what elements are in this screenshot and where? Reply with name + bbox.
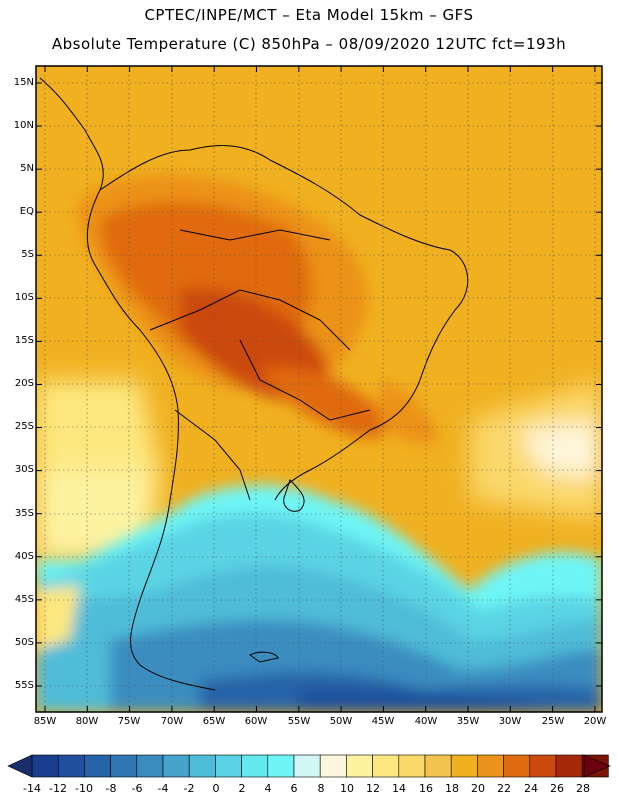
colorbar-label: -14 bbox=[23, 782, 41, 795]
lon-label-20w: 20W bbox=[583, 716, 607, 727]
colorbar-label: 0 bbox=[212, 782, 220, 795]
colorbar-low-arrow bbox=[7, 754, 33, 778]
lon-label-55w: 55W bbox=[287, 716, 311, 727]
colorbar-swatch bbox=[57, 754, 85, 778]
colorbar-swatch bbox=[319, 754, 347, 778]
lat-label-45s: 45S bbox=[14, 594, 34, 605]
colorbar-label: 12 bbox=[366, 782, 380, 795]
lon-label-70w: 70W bbox=[160, 716, 184, 727]
colorbar-swatch bbox=[450, 754, 478, 778]
lon-label-80w: 80W bbox=[75, 716, 99, 727]
colorbar-high-arrow bbox=[583, 754, 611, 778]
lon-label-30w: 30W bbox=[498, 716, 522, 727]
colorbar-label: -4 bbox=[157, 782, 169, 795]
lon-label-75w: 75W bbox=[117, 716, 141, 727]
colorbar-label: 16 bbox=[419, 782, 433, 795]
lon-label-50w: 50W bbox=[329, 716, 353, 727]
lat-label-20s: 20S bbox=[14, 378, 34, 389]
colorbar-swatch bbox=[267, 754, 295, 778]
colorbar-swatch bbox=[372, 754, 400, 778]
colorbar-label: -6 bbox=[131, 782, 143, 795]
colorbar-label: -2 bbox=[183, 782, 195, 795]
colorbar-swatch bbox=[477, 754, 504, 778]
axis-ticks bbox=[36, 66, 602, 712]
colorbar-label: 18 bbox=[445, 782, 459, 795]
colorbar-label: 24 bbox=[524, 782, 538, 795]
lat-label-eq: EQ bbox=[19, 206, 34, 217]
lon-label-25w: 25W bbox=[541, 716, 565, 727]
colorbar-label: 28 bbox=[576, 782, 590, 795]
colorbar-label: 22 bbox=[497, 782, 511, 795]
colorbar-label: 26 bbox=[550, 782, 564, 795]
colorbar-swatch bbox=[503, 754, 531, 778]
colorbar-label: 20 bbox=[471, 782, 485, 795]
lon-label-45w: 45W bbox=[371, 716, 395, 727]
lat-label-55s: 55S bbox=[14, 680, 34, 691]
colorbar-swatch bbox=[110, 754, 138, 778]
colorbar-swatch bbox=[84, 754, 111, 778]
lat-label-10n: 10N bbox=[13, 120, 34, 131]
colorbar-swatch bbox=[162, 754, 190, 778]
lat-label-10s: 10S bbox=[14, 292, 34, 303]
temperature-map bbox=[35, 65, 603, 713]
colorbar-swatch bbox=[398, 754, 426, 778]
colorbar-label: 4 bbox=[264, 782, 272, 795]
colorbar-label: -12 bbox=[49, 782, 67, 795]
lon-label-65w: 65W bbox=[202, 716, 226, 727]
colorbar-label: 10 bbox=[340, 782, 354, 795]
lon-label-40w: 40W bbox=[414, 716, 438, 727]
lat-label-35s: 35S bbox=[14, 508, 34, 519]
lat-label-50s: 50S bbox=[14, 637, 34, 648]
lon-label-60w: 60W bbox=[244, 716, 268, 727]
temperature-field bbox=[36, 66, 602, 712]
colorbar-label: -8 bbox=[105, 782, 117, 795]
colorbar-swatch bbox=[136, 754, 164, 778]
colorbar-swatch bbox=[346, 754, 373, 778]
colorbar-swatch bbox=[215, 754, 242, 778]
lat-label-15n: 15N bbox=[13, 77, 34, 88]
colorbar-swatch bbox=[424, 754, 452, 778]
lon-label-85w: 85W bbox=[33, 716, 57, 727]
colorbar-swatch bbox=[293, 754, 321, 778]
colorbar-label: 8 bbox=[317, 782, 325, 795]
colorbar bbox=[7, 754, 611, 778]
colorbar-label: 6 bbox=[290, 782, 298, 795]
colorbar-label: -10 bbox=[75, 782, 93, 795]
lat-label-40s: 40S bbox=[14, 551, 34, 562]
coastline bbox=[39, 77, 469, 691]
colorbar-swatch bbox=[241, 754, 269, 778]
chart-title-model: CPTEC/INPE/MCT – Eta Model 15km – GFS bbox=[144, 6, 474, 24]
lat-label-15s: 15S bbox=[14, 335, 34, 346]
lat-label-25s: 25S bbox=[14, 421, 34, 432]
lat-label-5n: 5N bbox=[20, 163, 34, 174]
plot-frame bbox=[35, 65, 603, 713]
colorbar-label: 14 bbox=[392, 782, 406, 795]
colorbar-swatch bbox=[188, 754, 216, 778]
lat-label-5s: 5S bbox=[21, 249, 34, 260]
colorbar-label: 2 bbox=[238, 782, 246, 795]
colorbar-swatch bbox=[555, 754, 583, 778]
lat-label-30s: 30S bbox=[14, 464, 34, 475]
colorbar-swatch bbox=[529, 754, 557, 778]
lon-label-35w: 35W bbox=[456, 716, 480, 727]
chart-title-variable: Absolute Temperature (C) 850hPa – 08/09/… bbox=[51, 35, 567, 53]
colorbar-swatch bbox=[31, 754, 59, 778]
